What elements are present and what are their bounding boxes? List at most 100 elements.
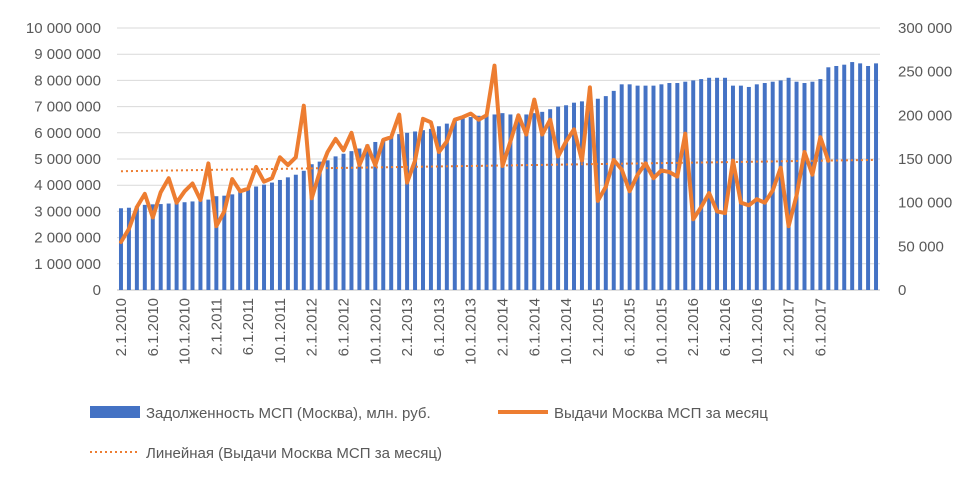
x-tick-label: 2.1.2012 (304, 298, 321, 356)
bar (444, 123, 449, 290)
bar (492, 114, 497, 291)
left-tick-label: 6 000 000 (34, 125, 101, 142)
bar (277, 179, 282, 290)
bar (532, 113, 537, 291)
bar (683, 81, 688, 291)
bar (269, 182, 274, 290)
bar (134, 206, 139, 290)
bar (166, 203, 171, 290)
x-tick-label: 2.1.2014 (494, 298, 511, 356)
bar (810, 81, 815, 291)
bar (754, 84, 759, 290)
bar (699, 79, 704, 290)
bar (174, 203, 179, 290)
bar (238, 191, 243, 290)
legend-label-bars: Задолженность МСП (Москва), млн. руб. (146, 405, 431, 422)
bar (572, 102, 576, 290)
bar (428, 128, 433, 290)
bar (468, 117, 473, 290)
left-tick-label: 2 000 000 (34, 230, 101, 247)
bar (667, 83, 672, 291)
bar (635, 85, 640, 290)
bar (397, 134, 402, 290)
bar (484, 114, 489, 291)
bar (309, 164, 314, 290)
bar (603, 96, 608, 291)
bar (874, 63, 879, 291)
bar (230, 194, 235, 290)
bar (659, 84, 664, 290)
bar (556, 106, 561, 290)
x-tick-label: 6.1.2013 (431, 298, 448, 356)
bar (540, 111, 545, 290)
bar (826, 67, 831, 290)
bar (365, 144, 370, 290)
bar (508, 114, 513, 291)
left-tick-label: 7 000 000 (34, 99, 101, 116)
x-tick-label: 6.1.2010 (145, 298, 162, 356)
bar (214, 196, 219, 290)
bar (349, 151, 354, 290)
legend-swatch-bars (90, 406, 140, 418)
left-tick-label: 9 000 000 (34, 46, 101, 63)
bar (222, 195, 227, 290)
bar (850, 62, 855, 291)
bar (389, 136, 394, 290)
left-tick-label: 0 (93, 282, 101, 299)
left-tick-label: 3 000 000 (34, 203, 101, 220)
bar (333, 156, 338, 290)
bar-series (118, 62, 879, 291)
legend-label-trend: Линейная (Выдачи Москва МСП за месяц) (146, 445, 442, 462)
left-tick-label: 10 000 000 (26, 20, 101, 37)
x-tick-label: 10.1.2015 (653, 298, 670, 365)
right-tick-label: 0 (898, 282, 906, 299)
bar (285, 177, 290, 290)
x-tick-label: 6.1.2014 (526, 298, 543, 356)
right-tick-label: 100 000 (898, 195, 952, 212)
bar (452, 121, 457, 290)
bar (762, 83, 767, 291)
bar (723, 77, 728, 290)
bar (405, 132, 410, 290)
bar (548, 109, 553, 290)
bar (325, 160, 330, 290)
x-tick-label: 2.1.2010 (113, 298, 130, 356)
x-tick-label: 2.1.2017 (781, 298, 798, 356)
left-tick-label: 4 000 000 (34, 177, 101, 194)
x-tick-label: 10.1.2013 (463, 298, 480, 365)
right-axis-ticks: 0 50 000 100 000 150 000 200 000 250 000 300 0… (898, 20, 952, 299)
bar (118, 208, 123, 290)
bar (190, 201, 195, 290)
bar (206, 199, 211, 290)
bar (691, 80, 696, 291)
bar (381, 139, 386, 290)
bar (357, 148, 362, 290)
left-tick-label: 5 000 000 (34, 151, 101, 168)
bar (421, 130, 425, 290)
bar (587, 100, 592, 290)
gridlines (117, 27, 880, 291)
bar (317, 161, 322, 290)
bar (564, 105, 569, 290)
bar (436, 126, 441, 290)
left-axis-ticks: 0 1 000 000 2 000 000 3 000 000 4 000 000 5 0… (26, 20, 101, 299)
bar (715, 77, 720, 290)
bar (262, 184, 267, 290)
x-tick-label: 10.1.2011 (272, 298, 289, 364)
left-tick-label: 8 000 000 (34, 72, 101, 89)
bar (619, 84, 624, 290)
bar (866, 65, 871, 291)
x-axis-ticks: 2.1.2010 6.1.2010 10.1.2010 2.1.2011 6.1.201… (113, 298, 829, 365)
x-tick-label: 6.1.2011 (240, 298, 257, 355)
bar (126, 207, 131, 290)
bar (413, 131, 418, 290)
bar (707, 77, 712, 290)
bar (158, 204, 163, 290)
bar (802, 83, 807, 291)
bar (643, 85, 648, 290)
right-tick-label: 150 000 (898, 151, 952, 168)
bar (198, 200, 203, 290)
bar (254, 186, 259, 290)
bar (842, 64, 847, 291)
bar (500, 113, 505, 291)
